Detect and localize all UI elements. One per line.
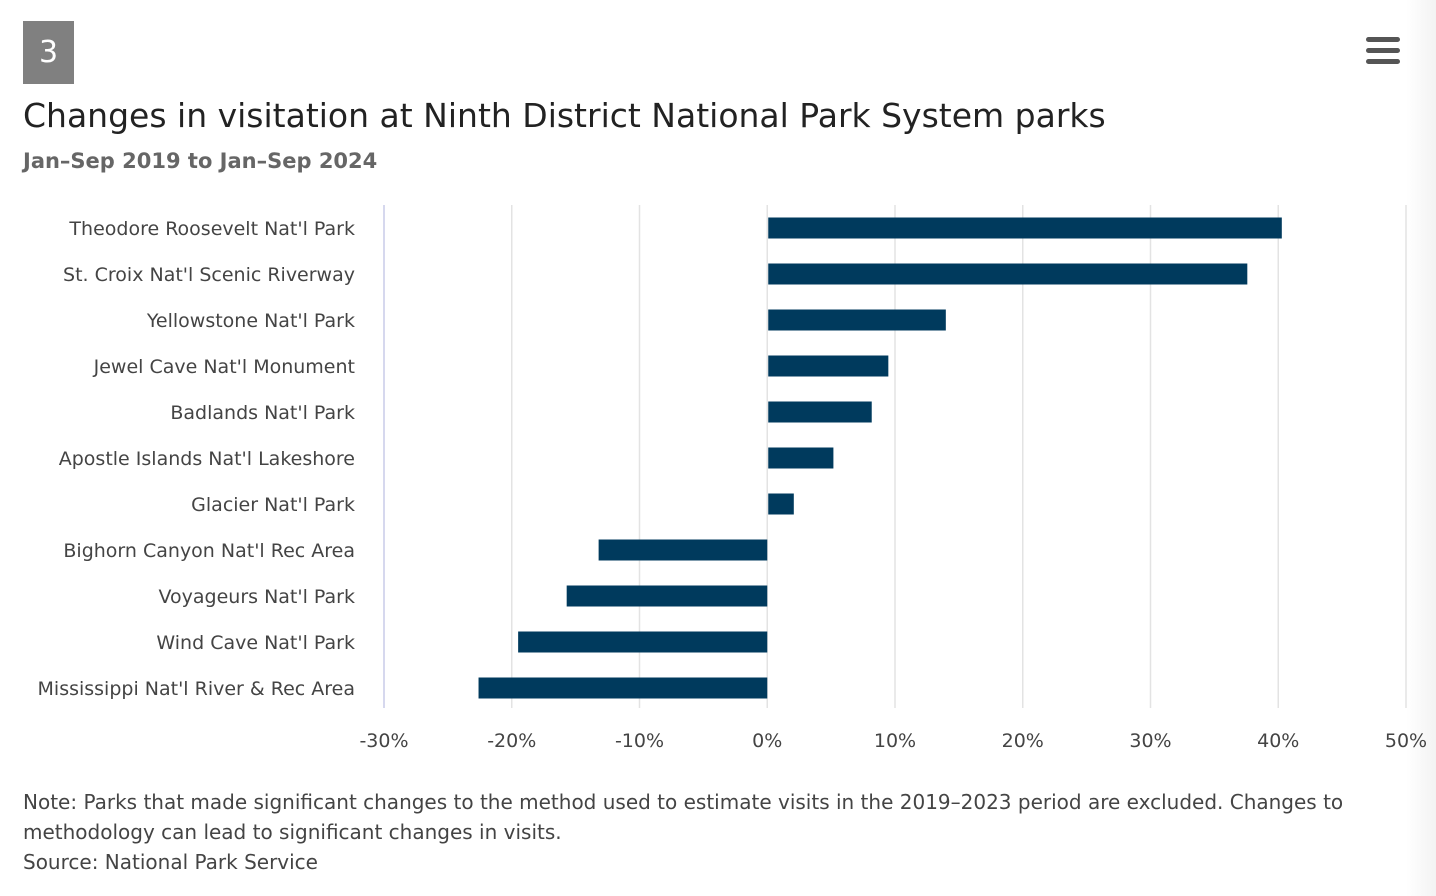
page-edge-shade (1406, 0, 1436, 896)
x-tick-label: 40% (1257, 730, 1299, 752)
x-tick-label: 10% (874, 730, 916, 752)
menu-bar-line (1366, 48, 1400, 53)
gridlines (383, 205, 1407, 708)
hamburger-menu-icon[interactable] (1362, 34, 1404, 68)
bar[interactable] (768, 401, 872, 423)
x-tick-label: -20% (487, 730, 536, 752)
bar[interactable] (518, 631, 768, 653)
footnote: Note: Parks that made significant change… (23, 787, 1413, 877)
bar[interactable] (768, 263, 1248, 285)
category-label: Mississippi Nat'l River & Rec Area (38, 678, 355, 700)
x-tick-label: 30% (1129, 730, 1171, 752)
bar-chart: Theodore Roosevelt Nat'l Park St. Croix N… (38, 205, 1427, 752)
chart-number-badge: 3 (23, 21, 74, 84)
bar[interactable] (598, 539, 768, 561)
x-tick-label: -30% (359, 730, 408, 752)
x-tick-label: 0% (752, 730, 782, 752)
category-label: Apostle Islands Nat'l Lakeshore (59, 448, 355, 470)
category-label: Badlands Nat'l Park (170, 402, 355, 424)
bars (478, 217, 1282, 699)
category-label: Jewel Cave Nat'l Monument (93, 356, 355, 378)
bar[interactable] (768, 447, 834, 469)
category-label: St. Croix Nat'l Scenic Riverway (63, 264, 355, 286)
category-label: Bighorn Canyon Nat'l Rec Area (63, 540, 355, 562)
source-note: Source: National Park Service (23, 850, 318, 874)
category-label: Voyageurs Nat'l Park (159, 586, 356, 608)
bar[interactable] (768, 309, 946, 331)
chart-subtitle: Jan–Sep 2019 to Jan–Sep 2024 (23, 149, 378, 173)
methodology-note: Note: Parks that made significant change… (23, 790, 1344, 844)
category-label: Glacier Nat'l Park (191, 494, 355, 516)
x-tick-label: 20% (1002, 730, 1044, 752)
bar[interactable] (768, 493, 794, 515)
bar[interactable] (768, 217, 1282, 239)
bar[interactable] (478, 677, 768, 699)
category-label: Yellowstone Nat'l Park (146, 310, 355, 332)
category-labels: Theodore Roosevelt Nat'l Park St. Croix N… (38, 218, 355, 700)
category-label: Theodore Roosevelt Nat'l Park (68, 218, 355, 240)
x-tick-label: -10% (615, 730, 664, 752)
x-axis-tick-labels: -30% -20% -10% 0% 10% 20% 30% 40% 50% (359, 730, 1427, 752)
category-label: Wind Cave Nat'l Park (156, 632, 355, 654)
x-tick-label: 50% (1385, 730, 1427, 752)
bar[interactable] (768, 355, 889, 377)
bar[interactable] (566, 585, 768, 607)
chart-title: Changes in visitation at Ninth District … (23, 96, 1106, 135)
menu-bar-line (1366, 59, 1400, 64)
menu-bar-line (1366, 37, 1400, 42)
